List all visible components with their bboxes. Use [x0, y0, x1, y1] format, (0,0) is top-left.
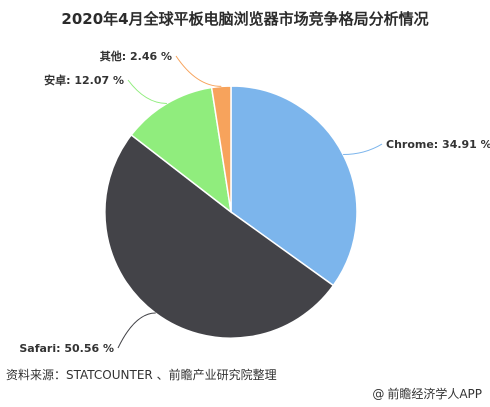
- leader-line-0: [343, 143, 383, 155]
- leader-line-2: [127, 79, 167, 104]
- pie-slice-0: [230, 85, 358, 287]
- leader-line-3: [175, 55, 222, 87]
- slice-label-3: 其他: 2.46 %: [100, 49, 172, 63]
- chart-title: 2020年4月全球平板电脑浏览器市场竞争格局分析情况: [61, 10, 429, 28]
- slice-label-2: 安卓: 12.07 %: [44, 73, 124, 87]
- slice-labels: Chrome: 34.91 % Safari: 50.56 % 安卓: 12.07 …: [19, 49, 490, 355]
- leader-lines: [117, 55, 383, 349]
- at-icon: @: [372, 387, 385, 401]
- slice-label-1: Safari: 50.56 %: [19, 342, 114, 355]
- credit-text: 前瞻经济学人APP: [387, 387, 482, 401]
- leader-line-1: [117, 312, 156, 349]
- credit: @ 前瞻经济学人APP: [372, 385, 482, 402]
- slice-label-0: Chrome: 34.91 %: [386, 138, 490, 151]
- pie-slice-2: [130, 86, 233, 214]
- source-note: 资料来源：STATCOUNTER 、前瞻产业研究院整理: [6, 368, 277, 382]
- pie-slices: [104, 85, 358, 339]
